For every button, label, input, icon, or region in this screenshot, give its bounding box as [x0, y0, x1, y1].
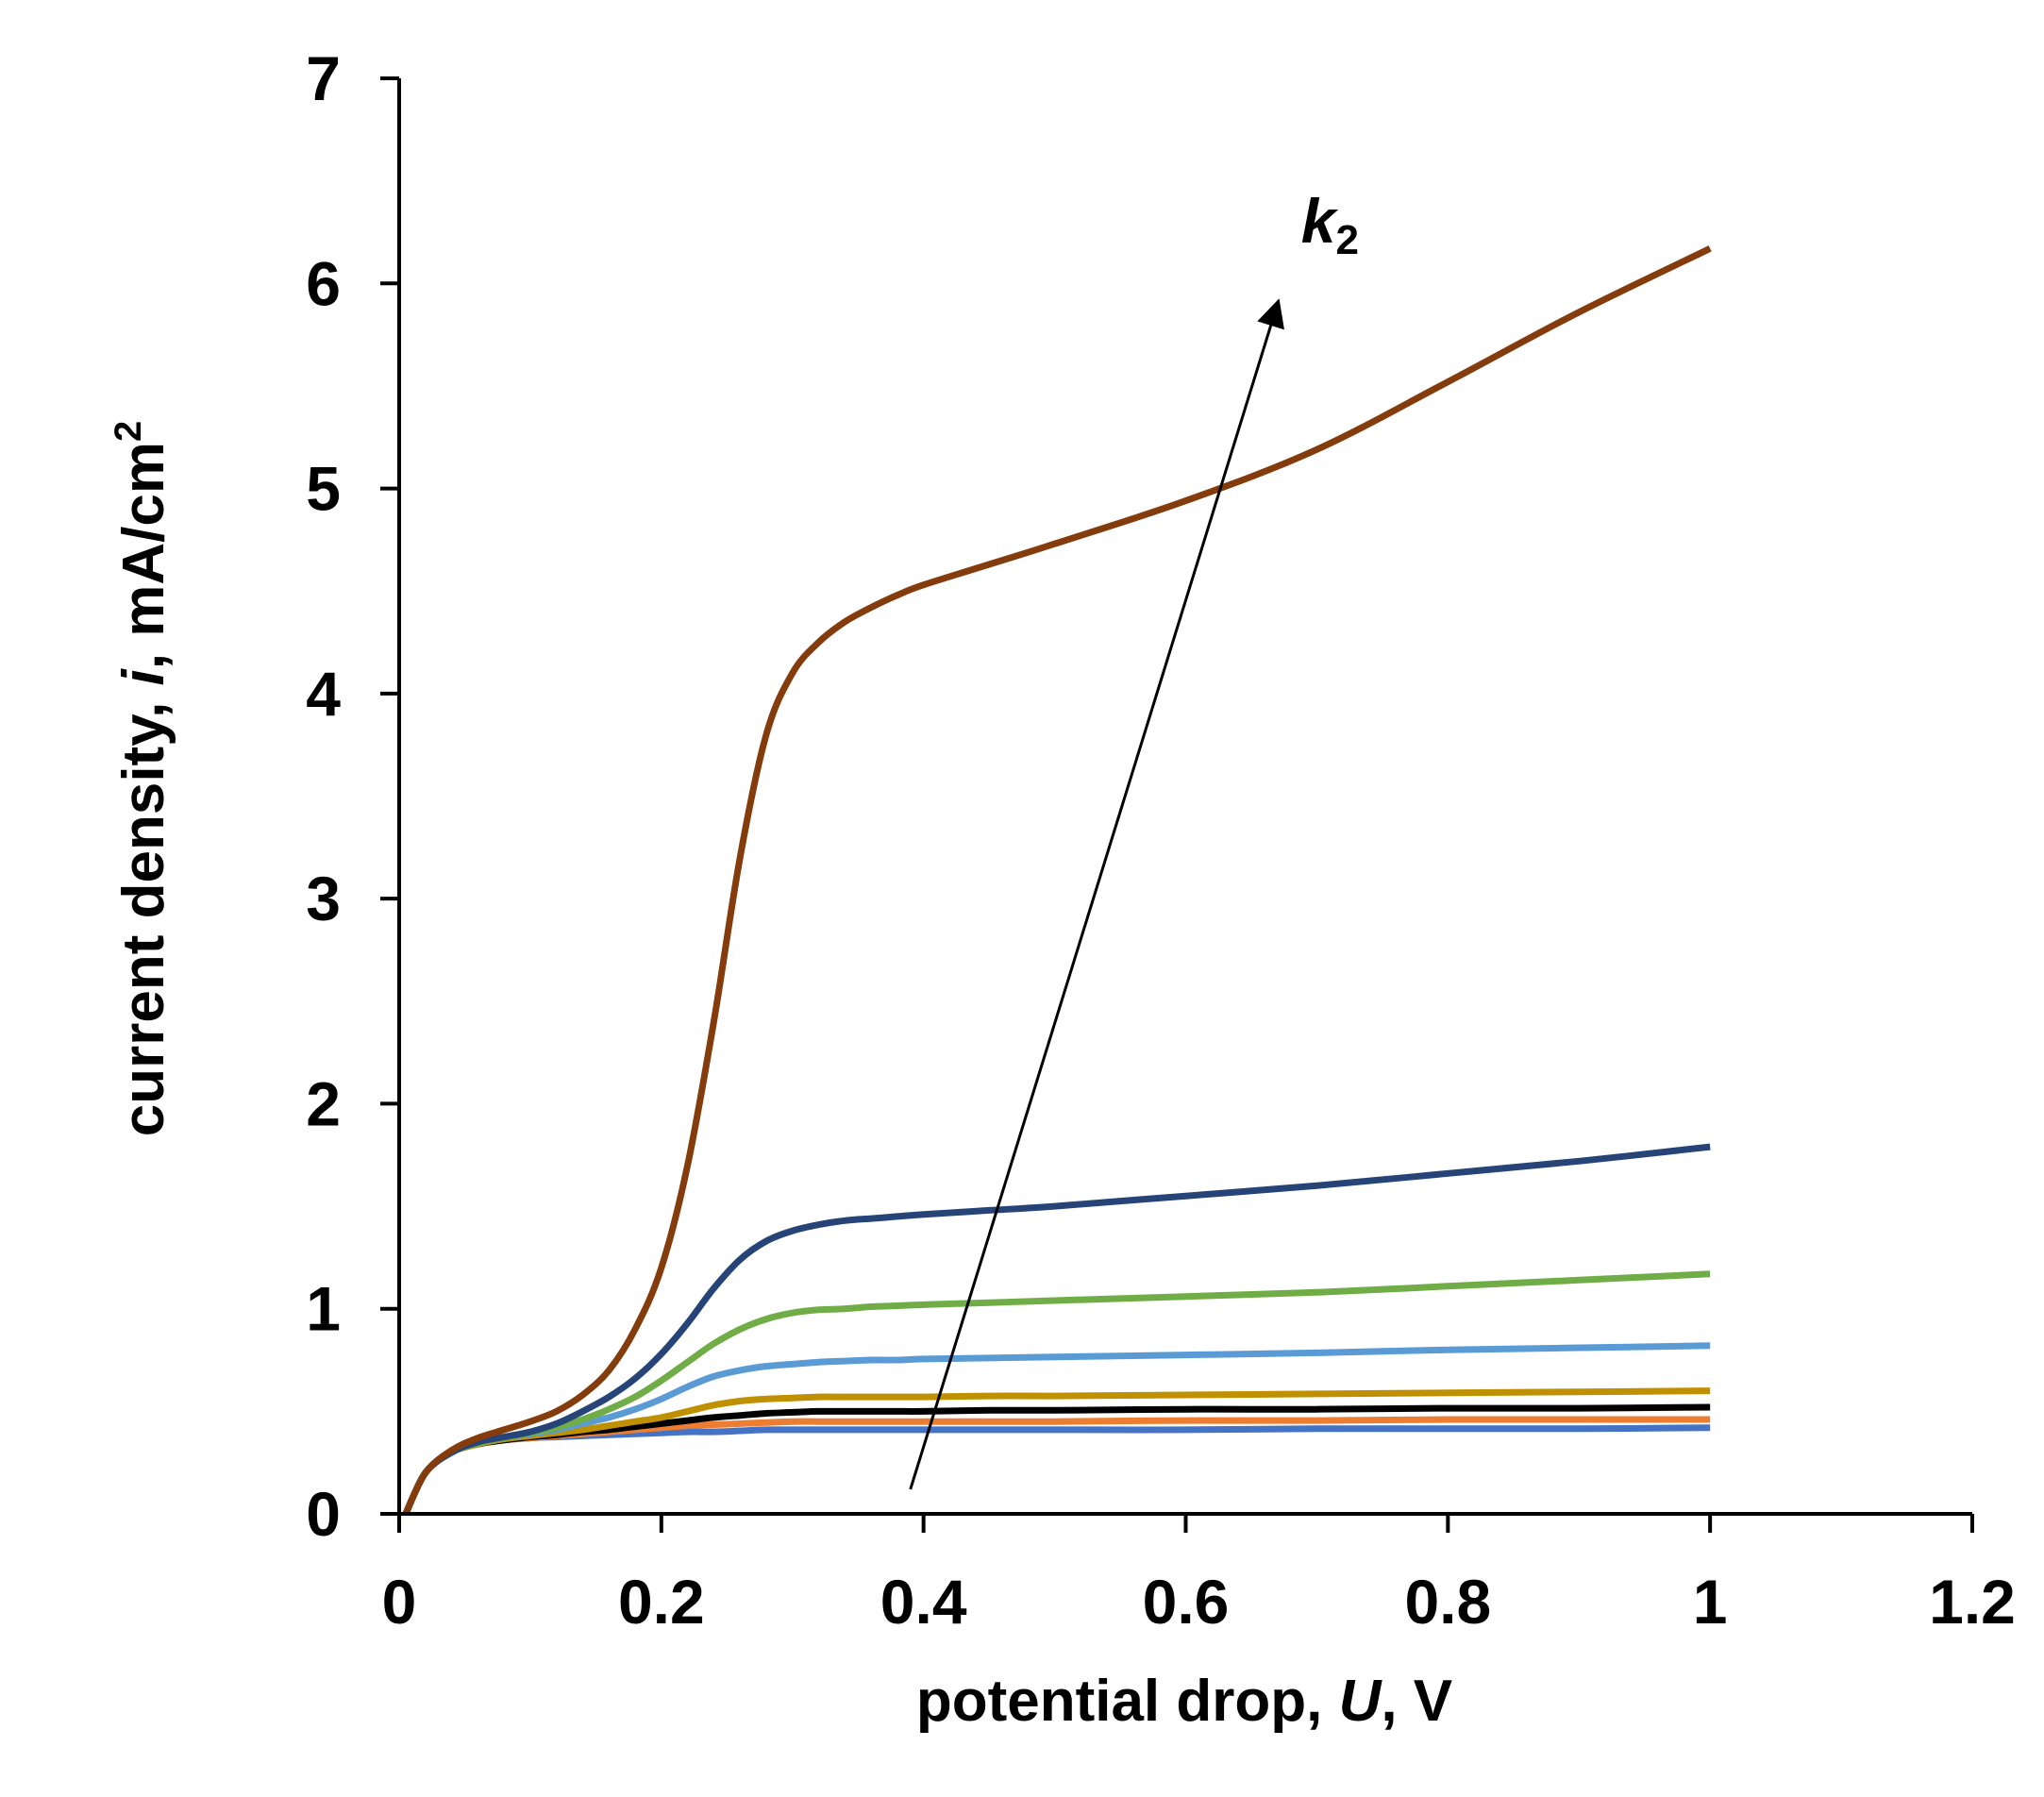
y-tick-label: 1 [306, 1274, 341, 1344]
annotation-layer: k2 [909, 186, 1359, 1490]
y-axis-title-superscript: 2 [108, 421, 149, 442]
ticks-layer: 0 0.2 0.4 0.6 0.8 1 1.2 0 1 2 3 4 5 6 7 [306, 43, 2016, 1637]
y-tick-label: 3 [306, 864, 341, 933]
series-layer [402, 245, 1712, 1516]
series-line-8 [402, 245, 1712, 1516]
y-tick-label: 2 [306, 1068, 341, 1138]
k2-annotation-subscript: 2 [1335, 217, 1358, 263]
y-axis-title-var: i [111, 667, 176, 685]
y-tick-label: 4 [306, 659, 341, 729]
x-axis-title-suffix: , V [1381, 1669, 1452, 1734]
x-tick-label: 0.6 [1143, 1567, 1230, 1637]
y-axis-title-suffix: , mA/cm [111, 442, 176, 669]
x-axis-title: potential drop, U, V [916, 1669, 1452, 1734]
k2-annotation-label: k2 [1301, 186, 1359, 263]
y-tick-label: 5 [306, 454, 341, 524]
y-tick-label: 0 [306, 1479, 341, 1549]
k2-arrow [909, 298, 1284, 1490]
y-axis-title-prefix: current density, [111, 685, 176, 1136]
series-line-7 [402, 1143, 1711, 1516]
y-tick-label: 7 [306, 43, 341, 113]
x-tick-label: 0.4 [880, 1567, 967, 1637]
k2-annotation-main: k [1301, 186, 1339, 256]
y-tick-label: 6 [306, 248, 341, 318]
x-axis-title-prefix: potential drop, [916, 1669, 1339, 1734]
series-line-1 [402, 1424, 1711, 1516]
x-tick-label: 1.2 [1929, 1567, 2016, 1637]
x-tick-label: 1 [1693, 1567, 1728, 1637]
x-tick-label: 0.2 [618, 1567, 705, 1637]
x-axis-title-var: U [1339, 1669, 1383, 1734]
x-tick-label: 0 [382, 1567, 417, 1637]
x-tick-label: 0.8 [1404, 1567, 1491, 1637]
y-axis-title: current density, i, mA/cm2 [108, 421, 176, 1136]
